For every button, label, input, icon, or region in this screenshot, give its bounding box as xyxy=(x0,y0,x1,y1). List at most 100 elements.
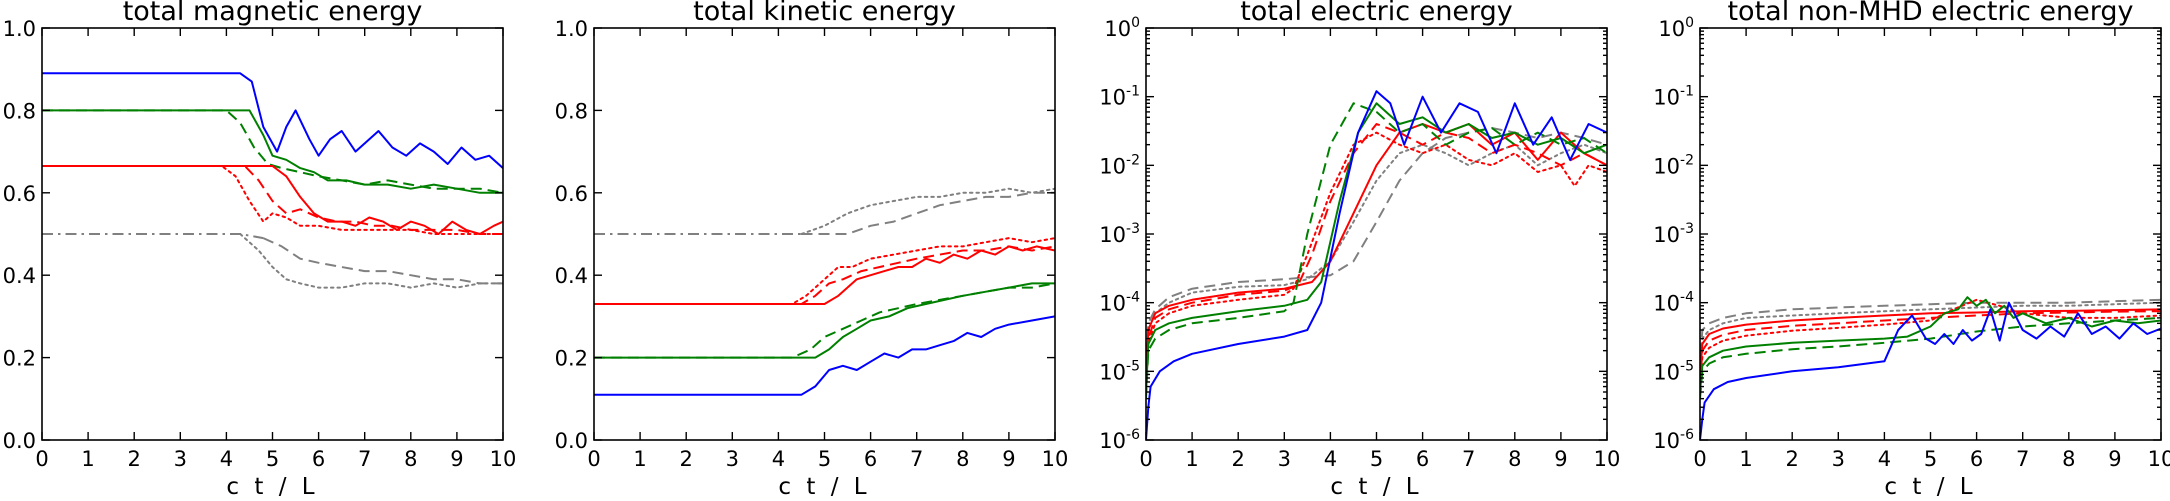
series-group xyxy=(1146,90,1607,440)
y-tick-label: 0.4 xyxy=(3,264,36,288)
x-tick-label: 0 xyxy=(1693,447,1706,471)
x-tick-label: 5 xyxy=(1924,447,1937,471)
x-tick-label: 4 xyxy=(772,447,785,471)
y-tick-label: 10-2 xyxy=(1099,152,1140,178)
panel-total-electric-energy: 0 1 2 3 4 5 6 7 8 9 10 10-6 10-5 10-4 10-3 10-2 10-1 100 t… xyxy=(1099,0,1620,500)
y-tick-label: 0.2 xyxy=(3,347,36,371)
y-tick-label: 1.0 xyxy=(3,17,36,41)
x-tick-label: 3 xyxy=(174,447,187,471)
y-tick-label: 10-1 xyxy=(1653,84,1694,110)
x-tick-label: 5 xyxy=(818,447,831,471)
x-axis-label: c t / L xyxy=(1330,474,1422,500)
panel-total-magnetic-energy: 0 1 2 3 4 5 6 7 8 9 10 0.0 0.2 0.4 0.6 0.8 1.0 total magn… xyxy=(3,0,517,500)
y-tick-label: 0.2 xyxy=(555,347,588,371)
y-tick-label: 0.6 xyxy=(3,182,36,206)
x-axis-label: c t / L xyxy=(1884,474,1976,500)
y-tick-label: 10-3 xyxy=(1653,221,1694,247)
plot-frame xyxy=(41,27,504,441)
series-line-red-dotted xyxy=(1700,298,2161,393)
series-line-red-solid xyxy=(42,165,503,235)
x-tick-label: 0 xyxy=(587,447,600,471)
series-line-red-dashed xyxy=(1146,123,1607,387)
x-tick-label: 4 xyxy=(1324,447,1337,471)
y-tick-label: 0.0 xyxy=(555,429,588,453)
x-tick-label: 1 xyxy=(1185,447,1198,471)
y-tick-label: 100 xyxy=(1104,15,1140,41)
x-tick-label: 8 xyxy=(2062,447,2075,471)
x-tick-label: 10 xyxy=(1594,447,1621,471)
series-line-gray-dashed xyxy=(1146,127,1607,372)
y-tick-label: 10-6 xyxy=(1099,427,1140,453)
series-group xyxy=(1700,296,2161,440)
x-tick-label: 8 xyxy=(1508,447,1521,471)
series-line-red-solid xyxy=(594,245,1055,305)
series-line-green-solid xyxy=(594,282,1055,359)
plot-frame xyxy=(1145,27,1608,441)
x-tick-label: 9 xyxy=(1002,447,1015,471)
x-tick-label: 8 xyxy=(404,447,417,471)
x-tick-label: 6 xyxy=(312,447,325,471)
x-tick-label: 4 xyxy=(1878,447,1891,471)
series-line-red-dotted xyxy=(42,165,503,235)
series-line-green-solid xyxy=(1700,296,2161,393)
x-tick-label: 6 xyxy=(864,447,877,471)
x-tick-label: 9 xyxy=(2108,447,2121,471)
x-tick-label: 2 xyxy=(680,447,693,471)
series-line-gray-dotted xyxy=(1700,301,2161,379)
series-line-blue-solid xyxy=(594,315,1055,396)
series-line-blue-solid xyxy=(1700,301,2161,440)
x-tick-label: 2 xyxy=(1232,447,1245,471)
x-tick-label: 10 xyxy=(2148,447,2170,471)
x-tick-label: 0 xyxy=(1139,447,1152,471)
series-line-red-dotted xyxy=(594,237,1055,305)
x-tick-label: 2 xyxy=(128,447,141,471)
x-tick-label: 7 xyxy=(358,447,371,471)
series-line-gray-dotted xyxy=(1146,143,1607,379)
x-tick-label: 3 xyxy=(726,447,739,471)
x-tick-label: 1 xyxy=(1739,447,1752,471)
series-line-gray-dotted xyxy=(800,187,1055,235)
x-tick-label: 3 xyxy=(1278,447,1291,471)
x-tick-label: 1 xyxy=(633,447,646,471)
y-tick-label: 1.0 xyxy=(555,17,588,41)
series-line-green-dashed xyxy=(594,282,1055,359)
y-tick-label: 10-6 xyxy=(1653,427,1694,453)
x-tick-label: 7 xyxy=(2016,447,2029,471)
y-tick-label: 10-3 xyxy=(1099,221,1140,247)
x-tick-label: 8 xyxy=(956,447,969,471)
y-tick-label: 0.0 xyxy=(3,429,36,453)
panel-total-non-mhd-electric-energy: 0 1 2 3 4 5 6 7 8 9 10 10-6 10-5 10-4 10-3 10-2 10-1 100 t… xyxy=(1653,0,2170,500)
series-line-red-solid xyxy=(1700,308,2161,379)
chart-title: total non-MHD electric energy xyxy=(1727,0,2133,27)
x-tick-label: 7 xyxy=(1462,447,1475,471)
x-tick-label: 0 xyxy=(35,447,48,471)
series-line-blue-solid xyxy=(1146,90,1607,440)
x-tick-label: 3 xyxy=(1832,447,1845,471)
y-tick-label: 0.8 xyxy=(3,99,36,123)
series-group xyxy=(594,187,1055,396)
x-tick-label: 5 xyxy=(1370,447,1383,471)
x-tick-label: 5 xyxy=(266,447,279,471)
series-line-red-solid xyxy=(1146,123,1607,379)
y-tick-label: 10-5 xyxy=(1653,358,1694,384)
y-tick-label: 0.8 xyxy=(555,99,588,123)
y-tick-label: 0.4 xyxy=(555,264,588,288)
y-tick-label: 10-1 xyxy=(1099,84,1140,110)
chart-title: total kinetic energy xyxy=(693,0,956,27)
x-tick-label: 10 xyxy=(490,447,517,471)
x-tick-label: 2 xyxy=(1786,447,1799,471)
x-tick-label: 4 xyxy=(220,447,233,471)
series-group xyxy=(42,72,503,289)
x-tick-label: 10 xyxy=(1042,447,1069,471)
series-line-gray-dashed xyxy=(262,237,503,285)
x-axis-label: c t / L xyxy=(226,474,318,500)
chart-title: total magnetic energy xyxy=(123,0,423,27)
x-tick-label: 6 xyxy=(1970,447,1983,471)
series-line-green-dashed xyxy=(1146,102,1607,399)
series-line-gray-dashed xyxy=(801,191,1055,235)
x-tick-label: 7 xyxy=(910,447,923,471)
series-line-red-dashed xyxy=(594,245,1055,305)
y-tick-label: 10-4 xyxy=(1653,290,1694,316)
y-tick-label: 10-2 xyxy=(1653,152,1694,178)
